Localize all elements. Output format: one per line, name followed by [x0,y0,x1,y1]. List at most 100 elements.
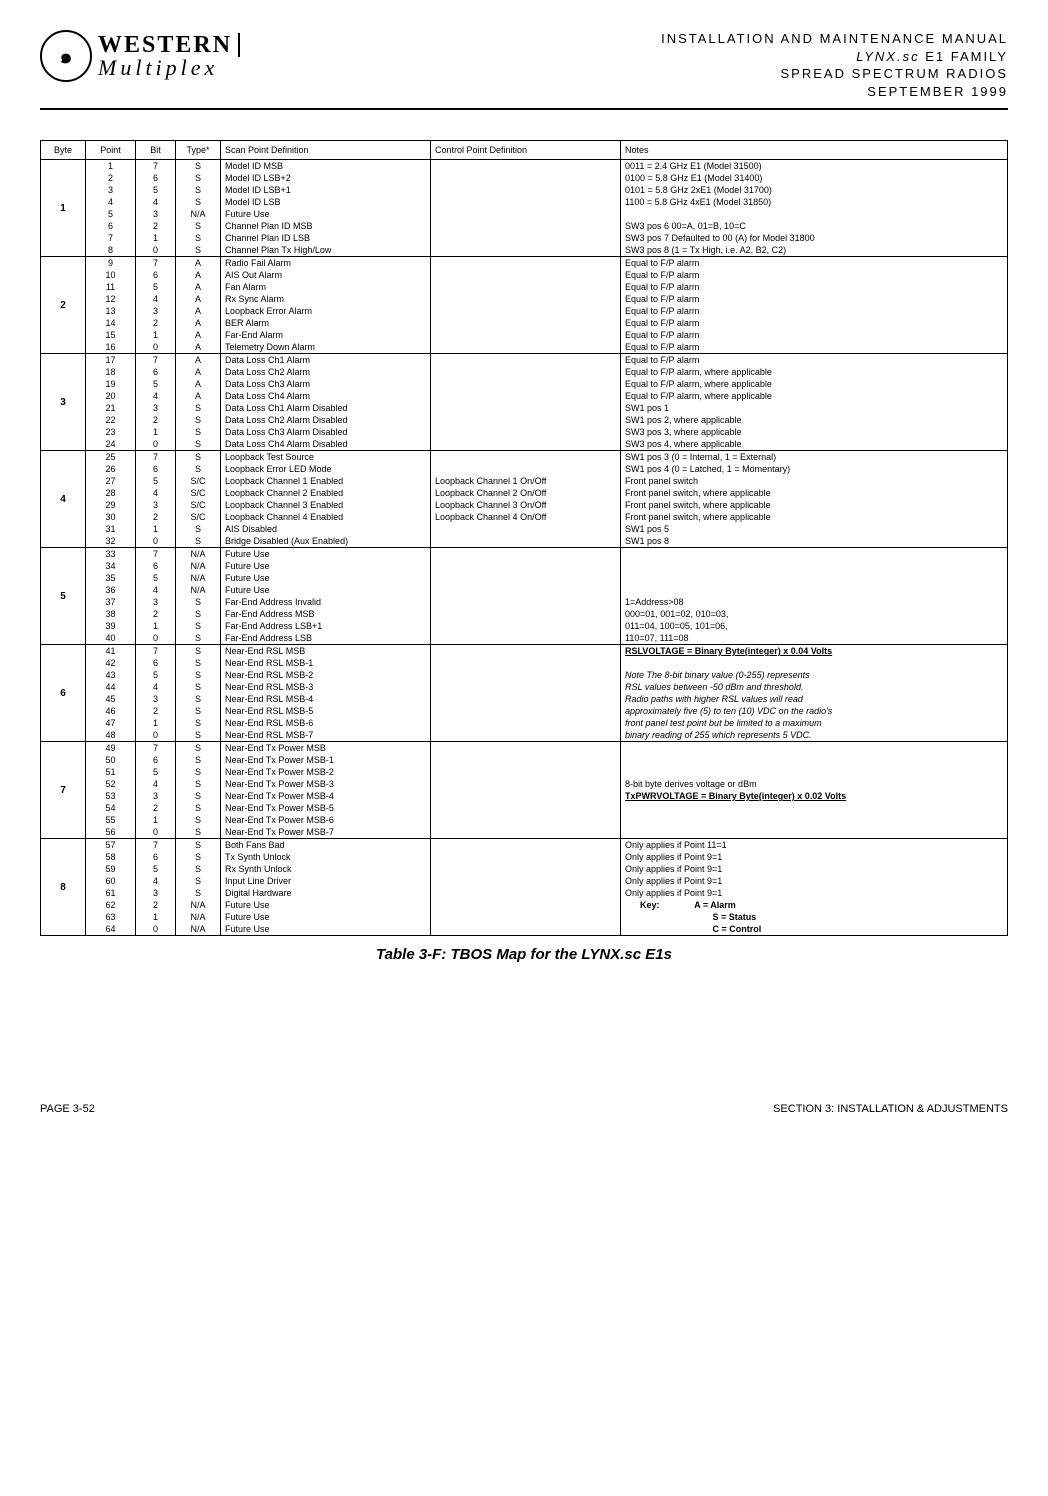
table-row: 3177AData Loss Ch1 AlarmEqual to F/P ala… [41,354,1008,367]
table-row: 297ARadio Fail AlarmEqual to F/P alarm [41,257,1008,270]
notes-cell: 110=07, 111=08 [621,632,1008,645]
table-row: 80SChannel Plan Tx High/LowSW3 pos 8 (1 … [41,244,1008,257]
cell: 39 [86,620,136,632]
logo-icon: ๑ [40,30,92,82]
cell: 26 [86,463,136,475]
notes-cell: SW3 pos 6 00=A, 01=B, 10=C [621,220,1008,232]
cell: Near-End RSL MSB-3 [221,681,431,693]
cell: S [176,778,221,790]
cell: Near-End RSL MSB-5 [221,705,431,717]
cell: S [176,196,221,208]
cell: 4 [136,487,176,499]
cell: S [176,729,221,742]
cell: 2 [136,802,176,814]
cell: Loopback Channel 1 Enabled [221,475,431,487]
table-row: 240SData Loss Ch4 Alarm DisabledSW3 pos … [41,438,1008,451]
cell: 5 [136,669,176,681]
cell [431,778,621,790]
cell [431,535,621,548]
cell [431,305,621,317]
cell: Data Loss Ch3 Alarm [221,378,431,390]
cell: 4 [136,390,176,402]
notes-cell [621,548,1008,561]
table-row: 462SNear-End RSL MSB-5approximately five… [41,705,1008,717]
cell: 52 [86,778,136,790]
cell [431,560,621,572]
cell [431,244,621,257]
cell: S [176,220,221,232]
cell: S [176,523,221,535]
cell: 57 [86,839,136,852]
cell [431,220,621,232]
cell: Future Use [221,572,431,584]
cell: S [176,244,221,257]
table-row: 631N/AFuture Use S = Status [41,911,1008,923]
cell: S [176,681,221,693]
cell: 4 [136,778,176,790]
cell: S [176,463,221,475]
table-row: 471SNear-End RSL MSB-6front panel test p… [41,717,1008,729]
cell: Future Use [221,584,431,596]
cell: Loopback Test Source [221,451,431,464]
cell: 24 [86,438,136,451]
cell: 6 [136,269,176,281]
table-row: 115AFan AlarmEqual to F/P alarm [41,281,1008,293]
table-row: 4257SLoopback Test SourceSW1 pos 3 (0 = … [41,451,1008,464]
notes-cell: Equal to F/P alarm, where applicable [621,390,1008,402]
cell [431,923,621,936]
cell: 23 [86,426,136,438]
cell: 0 [136,244,176,257]
table-row: 204AData Loss Ch4 AlarmEqual to F/P alar… [41,390,1008,402]
table-row: 26SModel ID LSB+20100 = 5.8 GHz E1 (Mode… [41,172,1008,184]
cell: A [176,378,221,390]
cell: A [176,354,221,367]
cell: Both Fans Bad [221,839,431,852]
cell: 17 [86,354,136,367]
cell [431,257,621,270]
cell [431,317,621,329]
cell: 4 [136,681,176,693]
notes-cell: Note The 8-bit binary value (0-255) repr… [621,669,1008,681]
table-row: 595SRx Synth UnlockOnly applies if Point… [41,863,1008,875]
cell: Far-End Address LSB [221,632,431,645]
cell: 6 [136,754,176,766]
table-row: 435SNear-End RSL MSB-2Note The 8-bit bin… [41,669,1008,681]
notes-cell: Front panel switch, where applicable [621,499,1008,511]
cell [431,729,621,742]
cell: 6 [86,220,136,232]
cell [431,402,621,414]
cell: S [176,620,221,632]
table-row: 8577SBoth Fans BadOnly applies if Point … [41,839,1008,852]
notes-cell: SW3 pos 4, where applicable [621,438,1008,451]
cell [431,802,621,814]
cell: Digital Hardware [221,887,431,899]
notes-cell: Only applies if Point 11=1 [621,839,1008,852]
table-row: 222SData Loss Ch2 Alarm DisabledSW1 pos … [41,414,1008,426]
cell: 1 [136,523,176,535]
byte-cell: 7 [41,742,86,839]
col-byte: Byte [41,141,86,160]
notes-cell [621,802,1008,814]
notes-cell: 011=04, 100=05, 101=06, [621,620,1008,632]
cell: Loopback Channel 4 Enabled [221,511,431,523]
cell: Near-End Tx Power MSB-4 [221,790,431,802]
cell [431,742,621,755]
cell: 4 [136,584,176,596]
tbos-table: BytePointBitType*Scan Point DefinitionCo… [40,140,1008,936]
cell: Future Use [221,560,431,572]
table-row: 506SNear-End Tx Power MSB-1 [41,754,1008,766]
header-line2-rest: E1 FAMILY [920,49,1008,64]
table-row: 266SLoopback Error LED ModeSW1 pos 4 (0 … [41,463,1008,475]
notes-cell: RSLVOLTAGE = Binary Byte(integer) x 0.04… [621,645,1008,658]
cell [431,341,621,354]
cell: 1 [136,717,176,729]
cell: Data Loss Ch1 Alarm Disabled [221,402,431,414]
cell: Far-End Alarm [221,329,431,341]
notes-cell: Equal to F/P alarm [621,281,1008,293]
cell: 12 [86,293,136,305]
table-row: 7497SNear-End Tx Power MSB [41,742,1008,755]
cell: S [176,657,221,669]
table-row: 382SFar-End Address MSB000=01, 001=02, 0… [41,608,1008,620]
cell: 60 [86,875,136,887]
cell: Model ID MSB [221,160,431,173]
